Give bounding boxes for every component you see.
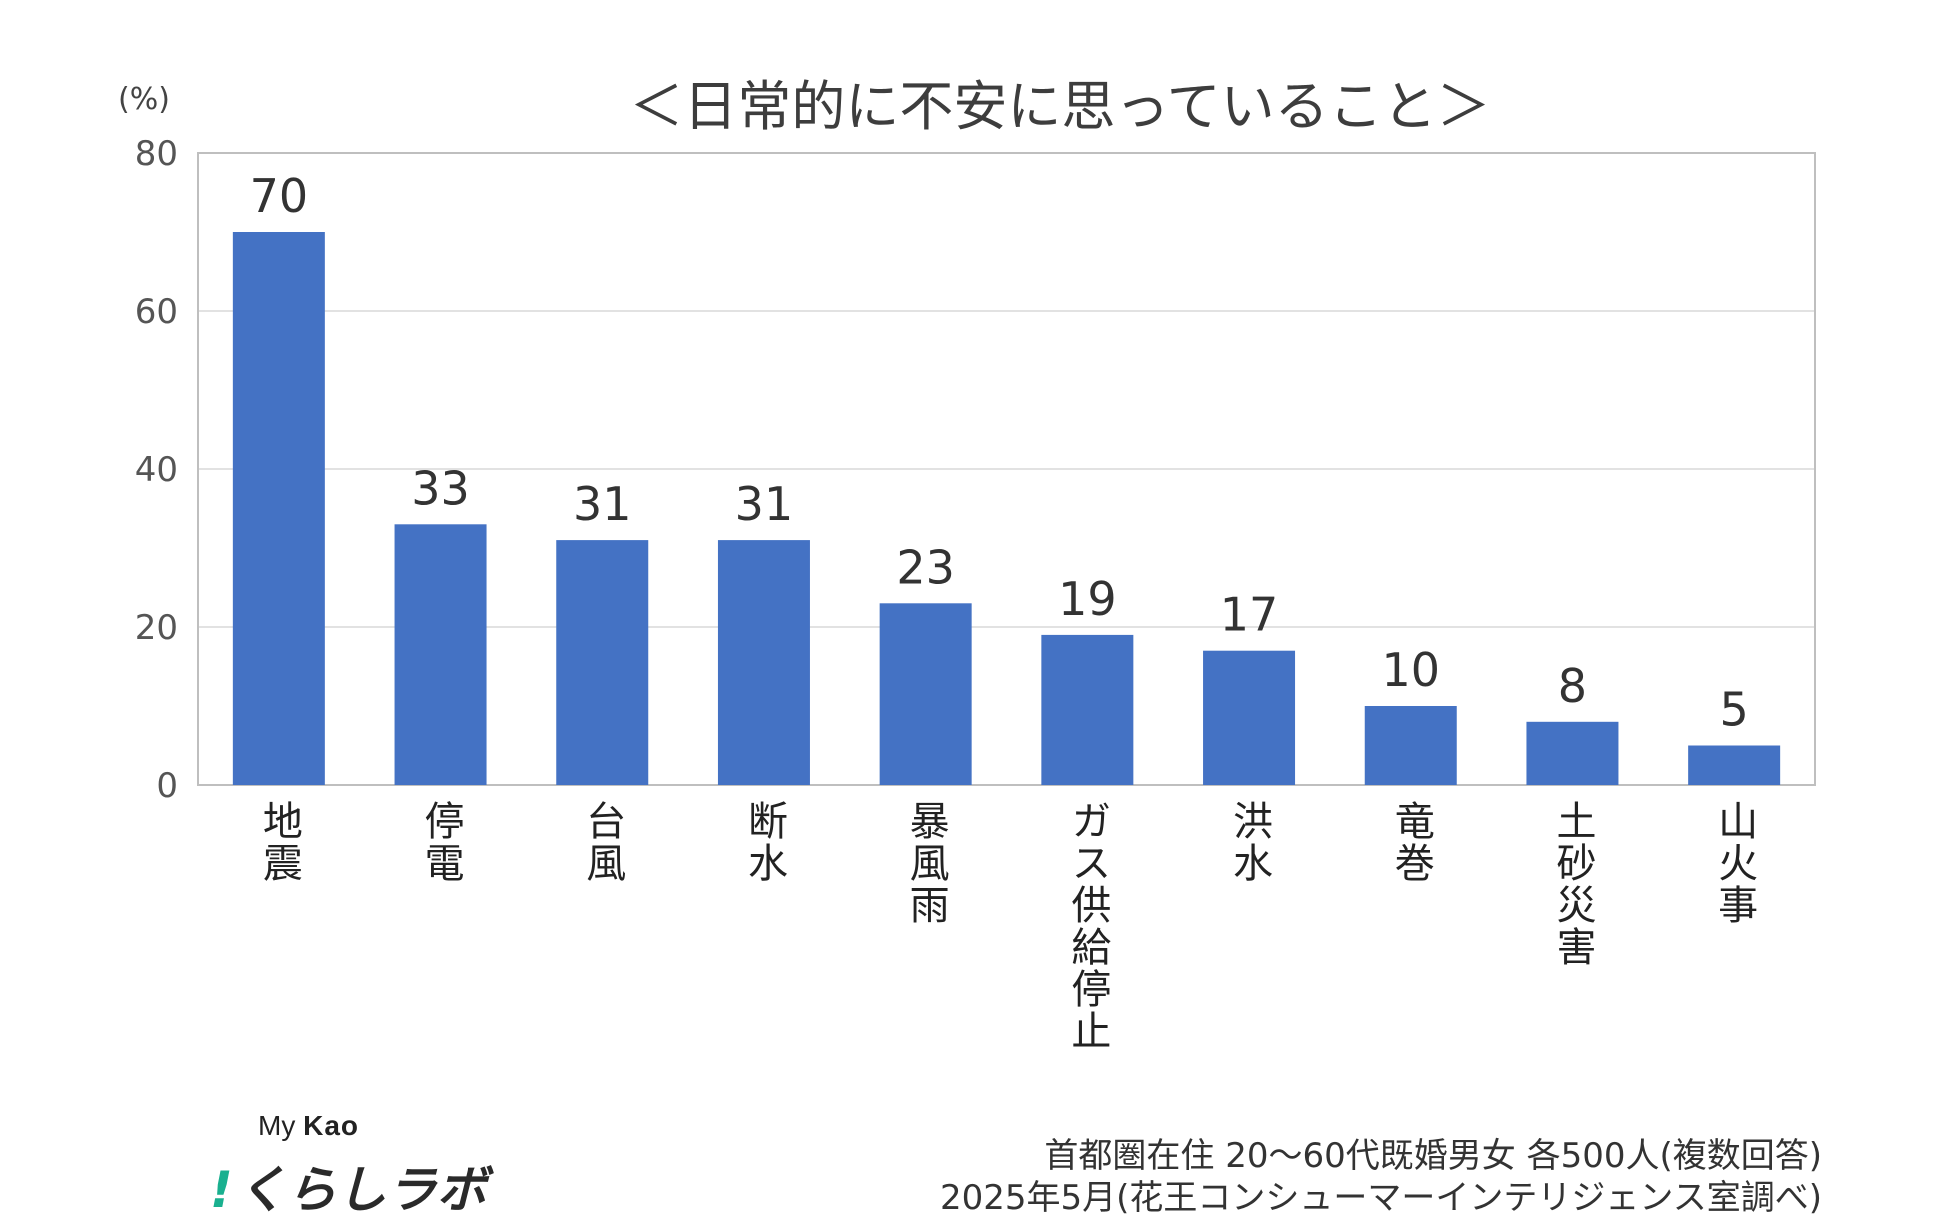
logo-brand: Kao	[303, 1110, 360, 1141]
data-label-5: 23	[896, 540, 955, 594]
category-label-1: 地震	[255, 800, 302, 884]
data-label-2: 33	[411, 461, 470, 515]
bar-5	[879, 603, 972, 785]
plot-area-border	[197, 152, 1816, 786]
bar-2	[394, 524, 487, 785]
category-label-8: 竜巻	[1387, 800, 1434, 884]
bar-6	[1041, 634, 1134, 785]
logo-prefix: My	[258, 1110, 296, 1141]
logo-top-line: My Kao	[258, 1110, 359, 1142]
data-label-1: 70	[250, 169, 309, 223]
category-label-10: 山火事	[1711, 800, 1758, 926]
data-label-9: 8	[1558, 659, 1587, 713]
bar-4	[717, 540, 810, 785]
y-tick-label-40: 40	[135, 450, 178, 490]
category-label-3: 台風	[579, 800, 626, 884]
survey-note-line2: 2025年5月(花王コンシューマーインテリジェンス室調べ)	[939, 1178, 1822, 1218]
chart-title: ＜日常的に不安に思っていること＞	[629, 75, 1491, 138]
bar-8	[1364, 706, 1457, 785]
y-axis-unit-label: (%)	[118, 82, 170, 117]
bar-1	[232, 232, 325, 785]
bar-3	[556, 540, 649, 785]
category-label-7: 洪水	[1226, 800, 1273, 884]
y-tick-label-0: 0	[156, 766, 178, 806]
logo-mark: !	[210, 1161, 233, 1219]
logo-name: くらしラボ	[236, 1161, 487, 1219]
category-label-5: 暴風雨	[902, 800, 949, 926]
bar-7	[1203, 650, 1296, 785]
y-tick-label-80: 80	[135, 134, 178, 174]
data-label-4: 31	[735, 477, 794, 531]
y-tick-label-60: 60	[135, 292, 178, 332]
bar-10	[1688, 745, 1781, 785]
bar-9	[1526, 721, 1619, 785]
category-label-6: ガス供給停止	[1064, 800, 1111, 1052]
category-label-4: 断水	[740, 800, 787, 884]
data-label-6: 19	[1058, 572, 1117, 626]
data-label-7: 17	[1220, 588, 1279, 642]
category-label-9: 土砂災害	[1549, 800, 1596, 968]
data-label-8: 10	[1381, 643, 1440, 697]
survey-note-line1: 首都圏在住 20～60代既婚男女 各500人(複数回答)	[1044, 1136, 1822, 1176]
data-label-10: 5	[1720, 683, 1749, 737]
data-label-3: 31	[573, 477, 632, 531]
category-label-2: 停電	[417, 800, 464, 884]
y-tick-label-20: 20	[135, 608, 178, 648]
logo-main-line: !くらしラボ	[210, 1150, 487, 1222]
